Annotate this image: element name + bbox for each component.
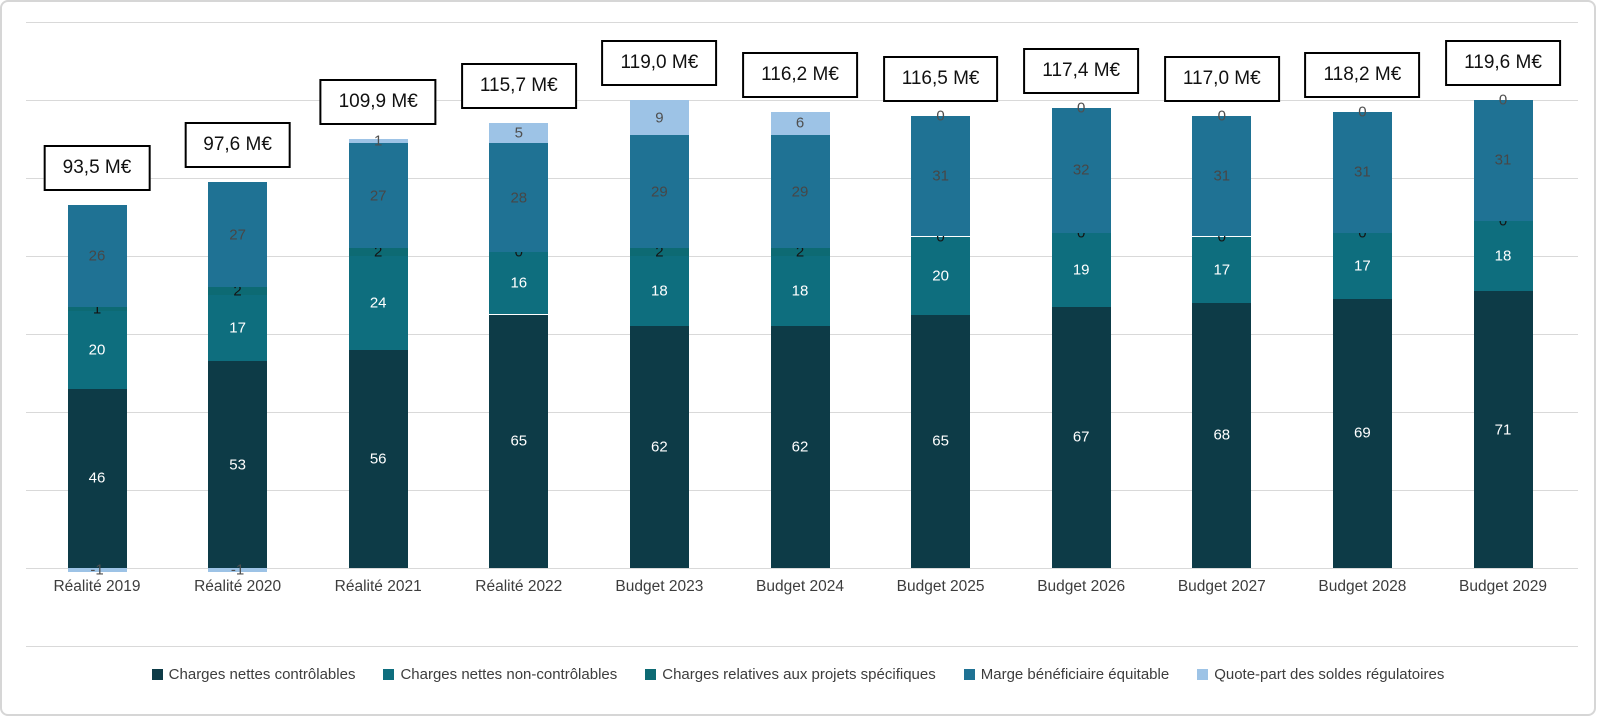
- bar-segment: [67, 568, 127, 572]
- bar-segment: [1332, 111, 1392, 233]
- legend-label: Charges relatives aux projets spécifique…: [662, 666, 936, 683]
- bar-segment: [348, 349, 408, 568]
- bar-segment: [1192, 236, 1252, 303]
- bar-segment: [911, 236, 971, 315]
- legend-item: Charges nettes non-contrôlables: [383, 666, 617, 683]
- bar-segment: [629, 326, 689, 568]
- gridline: [26, 646, 1578, 647]
- bar-segment: [1473, 100, 1533, 221]
- gridline: [26, 22, 1578, 23]
- bar-segment: [911, 115, 971, 237]
- legend-swatch-icon: [963, 669, 975, 680]
- bar-segment: [67, 388, 127, 568]
- bar-segment: [67, 306, 127, 311]
- total-label-box: 116,5 M€: [882, 55, 999, 102]
- x-axis-label: Budget 2024: [756, 578, 844, 595]
- bar-segment: [770, 326, 830, 568]
- total-label-box: 117,4 M€: [1023, 47, 1140, 94]
- x-axis-label: Réalité 2020: [194, 578, 282, 595]
- total-label-box: 97,6 M€: [184, 121, 291, 168]
- bar-segment: [1192, 302, 1252, 568]
- bar-segment: [348, 248, 408, 256]
- total-label-box: 93,5 M€: [43, 145, 151, 192]
- legend: Charges nettes contrôlables Charges nette…: [2, 666, 1594, 683]
- total-label-box: 116,2 M€: [742, 51, 858, 98]
- bar-segment: [629, 248, 689, 256]
- legend-label: Charges nettes contrôlables: [168, 666, 356, 683]
- bar-segment: [1332, 232, 1392, 299]
- bar-segment: [1051, 306, 1111, 568]
- bar-segment: [67, 205, 127, 307]
- x-axis-label: Budget 2027: [1177, 578, 1266, 595]
- gridline: [26, 568, 1578, 569]
- legend-swatch-icon: [645, 669, 657, 680]
- bar-segment: [489, 123, 549, 143]
- total-label-box: 115,7 M€: [460, 63, 577, 110]
- bar-segment: [208, 181, 268, 288]
- bar-segment: [489, 314, 549, 568]
- bar-segment: [1473, 220, 1533, 292]
- x-axis-label: Budget 2029: [1459, 578, 1547, 595]
- bar-segment: [489, 142, 549, 253]
- bar-segment: [1473, 291, 1533, 568]
- bar-segment: [348, 256, 408, 350]
- x-axis-label: Réalité 2022: [475, 578, 563, 595]
- x-axis-label: Budget 2026: [1037, 578, 1126, 595]
- gridline: [26, 100, 1578, 101]
- x-axis-label: Budget 2023: [615, 578, 704, 595]
- bar-segment: [629, 100, 689, 136]
- legend-swatch-icon: [1197, 669, 1209, 680]
- legend-swatch-icon: [383, 669, 395, 680]
- legend-label: Charges nettes non-contrôlables: [400, 666, 618, 683]
- x-axis-label: Budget 2028: [1318, 578, 1407, 595]
- total-label-box: 117,0 M€: [1163, 55, 1280, 102]
- bar-segment: [67, 310, 127, 389]
- bar-segment: [208, 295, 268, 362]
- legend-item: Charges nettes contrôlables: [151, 666, 356, 683]
- legend-item: Quote-part des soldes régulatoires: [1197, 666, 1444, 683]
- bar-segment: [208, 568, 268, 572]
- legend-label: Marge bénéficiaire équitable: [980, 666, 1170, 683]
- x-axis-label: Budget 2025: [896, 578, 985, 595]
- bar-segment: [770, 248, 830, 256]
- x-axis-label: Réalité 2019: [53, 578, 141, 595]
- bar-segment: [1192, 115, 1252, 237]
- x-axis-label: Réalité 2021: [334, 578, 422, 595]
- legend-swatch-icon: [151, 669, 163, 680]
- bar-segment: [629, 256, 689, 327]
- bar-segment: [1332, 298, 1392, 568]
- total-label-box: 109,9 M€: [319, 79, 437, 125]
- total-label-box: 118,2 M€: [1304, 51, 1421, 98]
- total-label-box: 119,6 M€: [1445, 40, 1561, 86]
- legend-label: Quote-part des soldes régulatoires: [1214, 666, 1445, 683]
- legend-item: Charges relatives aux projets spécifique…: [645, 666, 936, 683]
- bar-segment: [208, 287, 268, 295]
- bar-segment: [1051, 232, 1111, 307]
- bar-segment: [1051, 107, 1111, 233]
- bar-segment: [770, 256, 830, 327]
- bar-segment: [489, 252, 549, 315]
- bar-segment: [911, 314, 971, 568]
- legend-item: Marge bénéficiaire équitable: [963, 666, 1170, 683]
- bar-segment: [770, 135, 830, 249]
- total-label-box: 119,0 M€: [601, 40, 718, 86]
- bar-segment: [770, 111, 830, 136]
- bar-segment: [208, 361, 268, 568]
- bar-segment: [348, 142, 408, 249]
- bar-segment: [348, 139, 408, 143]
- bar-segment: [629, 135, 689, 249]
